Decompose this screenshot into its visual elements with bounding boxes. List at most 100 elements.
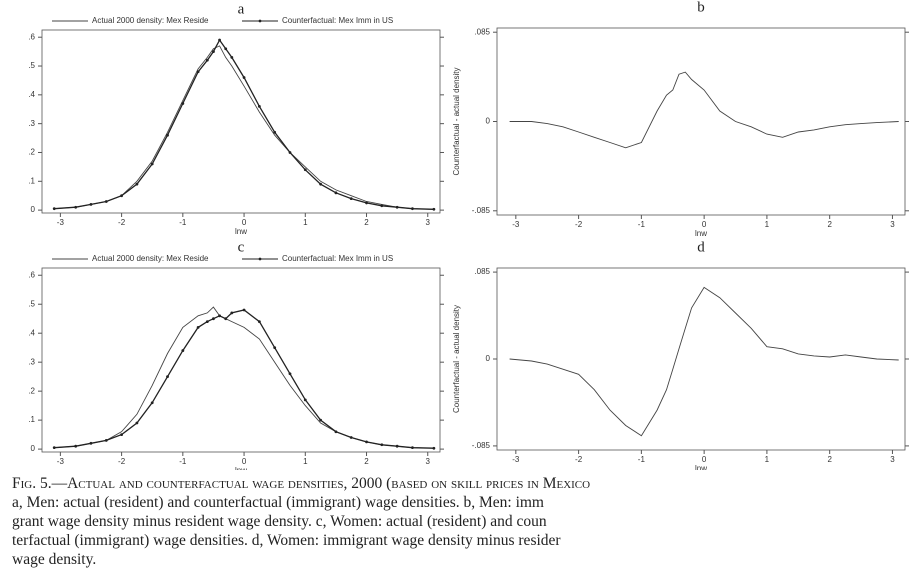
series-point xyxy=(205,320,209,324)
series-point xyxy=(89,202,93,206)
series-point xyxy=(288,151,292,154)
y-tick-label: .4 xyxy=(28,90,35,99)
series-point xyxy=(181,102,185,105)
x-axis-label: lnw xyxy=(695,229,707,238)
series-point xyxy=(218,38,221,42)
series-point xyxy=(334,191,338,195)
caption-line: wage density. xyxy=(12,551,97,568)
series-point xyxy=(411,446,414,450)
x-tick-label: 2 xyxy=(827,455,832,464)
series-point xyxy=(242,308,246,312)
series-point xyxy=(52,207,56,211)
y-axis-label: Counterfactual - actual density xyxy=(452,305,461,413)
series-point xyxy=(411,207,414,211)
series-point xyxy=(212,50,215,54)
chart-title: d xyxy=(697,239,705,255)
series-line xyxy=(54,309,434,449)
series-point xyxy=(166,375,169,379)
plot-frame xyxy=(41,29,441,214)
y-tick-label: 0 xyxy=(486,354,491,363)
chart-title: b xyxy=(697,0,705,15)
series-point xyxy=(74,205,78,209)
chart-title: c xyxy=(238,239,245,255)
series-point xyxy=(181,349,185,352)
series-point xyxy=(104,439,108,442)
legend-marker xyxy=(258,257,262,261)
x-tick-label: -3 xyxy=(512,220,520,229)
x-tick-label: -2 xyxy=(118,218,126,227)
x-tick-label: 3 xyxy=(890,220,895,229)
y-tick-label: .1 xyxy=(28,176,35,185)
plot-frame xyxy=(496,267,906,451)
y-tick-label: .3 xyxy=(28,119,35,128)
series-point xyxy=(230,55,234,59)
series-point xyxy=(230,311,234,315)
legend-marker xyxy=(258,19,262,23)
x-tick-label: 1 xyxy=(303,218,308,227)
plot-frame xyxy=(41,267,441,453)
x-tick-label: 3 xyxy=(426,457,431,466)
series-line xyxy=(54,38,434,210)
series-point xyxy=(380,443,384,447)
legend-label: Actual 2000 density: Mex Reside xyxy=(92,16,209,25)
x-tick-label: -1 xyxy=(638,220,646,229)
y-tick-label: .1 xyxy=(28,415,35,424)
legend-label: Actual 2000 density: Mex Reside xyxy=(92,254,209,263)
x-tick-label: 0 xyxy=(702,220,707,229)
caption-line: Fig. 5.—Actual and counterfactual wage d… xyxy=(12,475,591,492)
y-tick-label: 0 xyxy=(31,205,36,214)
y-tick-label: .3 xyxy=(28,357,35,366)
series-point xyxy=(257,104,261,108)
y-tick-label: -.085 xyxy=(472,441,491,450)
y-tick-label: .4 xyxy=(28,328,35,337)
x-tick-label: -3 xyxy=(512,455,520,464)
y-tick-label: 0 xyxy=(486,117,491,126)
x-tick-label: 0 xyxy=(702,455,707,464)
series-point xyxy=(104,200,108,203)
y-tick-label: .5 xyxy=(28,299,35,308)
series-line xyxy=(54,306,434,449)
series-point xyxy=(432,446,436,450)
series-point xyxy=(349,197,353,200)
y-tick-label: 0 xyxy=(31,444,36,453)
x-tick-label: 1 xyxy=(303,457,308,466)
series-point xyxy=(319,418,322,422)
series-point xyxy=(380,204,384,208)
charts: a -3 -2 -1 0 1 2 3 0 .1 .2 .3 .4 .5 .6 lnw Actual 2000 d… xyxy=(28,0,909,475)
series-point xyxy=(166,133,169,137)
series-point xyxy=(395,205,399,209)
series-point xyxy=(150,162,154,166)
series-point xyxy=(365,440,368,444)
series-point xyxy=(273,130,277,134)
chart-title: a xyxy=(238,1,245,17)
series-point xyxy=(395,444,399,448)
series-point xyxy=(52,446,56,450)
x-tick-label: 3 xyxy=(890,455,895,464)
series-point xyxy=(349,436,353,439)
series-line xyxy=(509,71,899,149)
series-line xyxy=(54,45,434,210)
y-tick-label: .5 xyxy=(28,61,35,70)
x-tick-label: -2 xyxy=(575,455,583,464)
x-tick-label: 2 xyxy=(364,218,369,227)
plot-frame xyxy=(496,27,906,216)
series-point xyxy=(196,326,200,329)
y-tick-label: .6 xyxy=(28,270,35,279)
series-point xyxy=(89,441,93,445)
series-point xyxy=(212,317,215,321)
x-tick-label: -1 xyxy=(638,455,646,464)
series-point xyxy=(218,314,221,318)
x-tick-label: 2 xyxy=(827,220,832,229)
x-tick-label: 3 xyxy=(426,218,431,227)
x-tick-label: -3 xyxy=(57,457,65,466)
series-point xyxy=(120,433,123,437)
series-point xyxy=(303,168,307,172)
x-tick-label: -1 xyxy=(179,457,187,466)
series-point xyxy=(74,444,78,448)
x-axis-label: lnw xyxy=(235,466,247,470)
x-tick-label: -2 xyxy=(118,457,126,466)
caption-line: a, Men: actual (resident) and counterfac… xyxy=(12,494,544,511)
series-point xyxy=(120,194,123,198)
y-tick-label: .085 xyxy=(474,27,490,36)
